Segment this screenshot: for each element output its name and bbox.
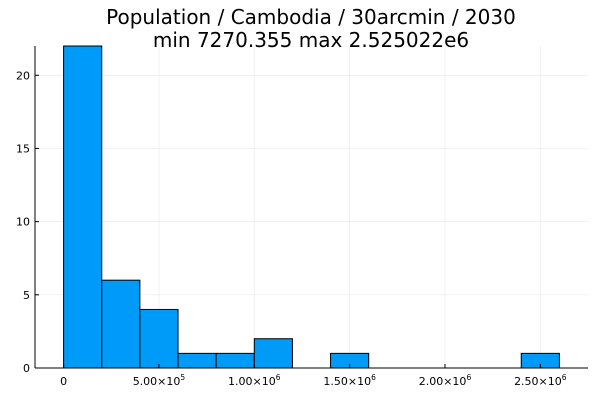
histogram-bar: [253, 338, 293, 369]
y-tick-labels: 0 5 10 15 20: [16, 69, 30, 375]
x-tick-label: 2.50×106: [514, 373, 567, 388]
chart-title-line-2: min 7270.355 max 2.525022e6: [153, 28, 469, 52]
histogram-bar: [215, 352, 255, 369]
y-tick-label: 0: [23, 362, 30, 375]
y-tick-label: 10: [16, 216, 30, 229]
histogram-bar: [63, 45, 103, 369]
histogram-bar: [177, 352, 217, 369]
histogram-bar: [139, 308, 179, 369]
x-tick-label: 0: [60, 375, 67, 388]
x-tick-labels: 0 5.00×105 1.00×106 1.50×106 2.00×106 2.50×10…: [60, 373, 567, 388]
x-tick-label: 1.50×106: [323, 373, 376, 388]
chart-title-line-1: Population / Cambodia / 30arcmin / 2030: [106, 5, 516, 29]
x-tick-label: 1.00×106: [228, 373, 281, 388]
x-tick-label: 2.00×106: [419, 373, 472, 388]
y-tick-label: 20: [16, 69, 30, 82]
axes: [34, 46, 588, 369]
y-tick-label: 15: [16, 142, 30, 155]
histogram-bars: [63, 45, 560, 369]
y-tick-label: 5: [23, 289, 30, 302]
histogram-bar: [101, 279, 141, 369]
x-tick-label: 5.00×105: [133, 373, 186, 388]
